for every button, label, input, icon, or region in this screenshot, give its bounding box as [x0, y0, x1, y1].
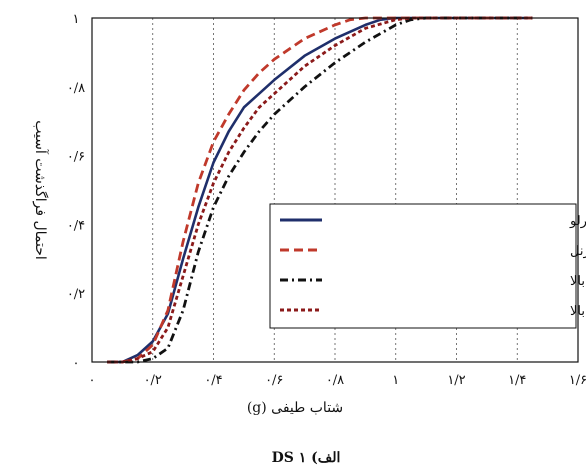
y-tick-label: ۰/۲: [67, 287, 85, 302]
y-tick-label: ۰: [73, 356, 80, 371]
x-tick-label: ۰/۸: [326, 373, 344, 388]
y-axis-title: احتمال فراگذشت آسیب: [32, 120, 50, 260]
x-tick-label: ۰/۶: [265, 373, 283, 388]
y-tick-labels: ۰ ۰/۲ ۰/۴ ۰/۶ ۰/۸ ۱: [67, 12, 85, 371]
x-tick-label: ۰: [89, 373, 96, 388]
x-tick-label: ۱/۲: [447, 373, 465, 388]
y-tick-label: ۱: [73, 12, 80, 27]
plot-frame: [91, 17, 579, 363]
y-tick-label: ۰/۶: [67, 150, 85, 165]
legend: سطح خرابی ۱- مونت کارلو سطح خرابی ۱- کرنل…: [269, 203, 586, 329]
legend-label-4: سطح خرابی ۱-بهبود لرزه‌ای مدل نمود بالا: [570, 304, 586, 319]
series-line-3: [107, 16, 533, 364]
x-tick-label: ۱: [392, 373, 399, 388]
y-tick-label: ۰/۸: [67, 81, 85, 96]
legend-box: [269, 203, 577, 329]
legend-label-3: سطح خرابی - مدل نمود بالا: [570, 274, 586, 289]
legend-label-2: سطح خرابی ۱- کرنل: [570, 244, 586, 259]
x-tick-labels: ۰ ۰/۲ ۰/۴ ۰/۶ ۰/۸ ۱ ۱/۲ ۱/۴ ۱/۶: [89, 373, 586, 388]
x-axis-title: شتاب طیفی (g): [247, 400, 343, 416]
x-tick-label: ۰/۲: [144, 373, 162, 388]
x-tick-label: ۰/۴: [204, 373, 222, 388]
x-tick-label: ۱/۶: [569, 373, 586, 388]
legend-label-1: سطح خرابی ۱- مونت کارلو: [569, 214, 586, 229]
figure-caption: الف) DS ۱: [272, 450, 341, 466]
y-tick-label: ۰/۴: [67, 218, 85, 233]
x-tick-label: ۱/۴: [508, 373, 526, 388]
